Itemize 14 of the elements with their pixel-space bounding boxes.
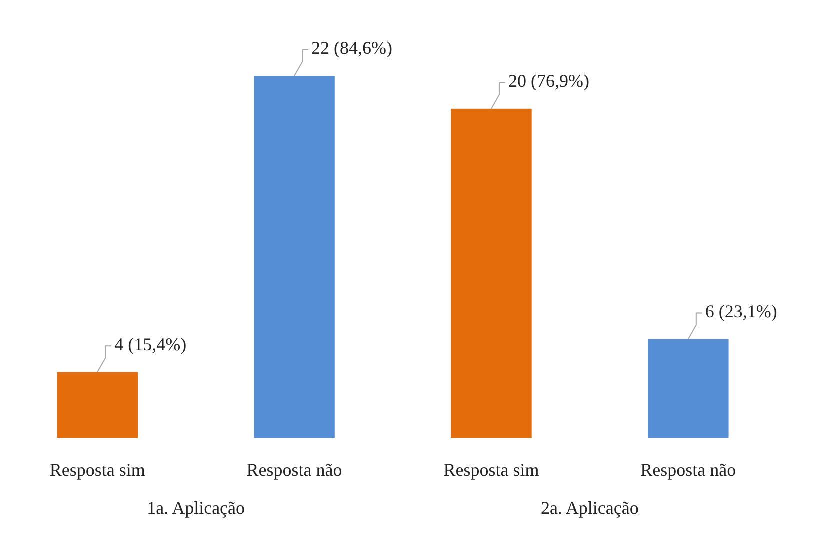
data-label: 4 (15,4%)	[114, 334, 187, 354]
x-tick-label: Resposta sim	[444, 460, 540, 480]
bar	[648, 339, 729, 438]
data-label: 22 (84,6%)	[312, 38, 393, 58]
text: 1a. Aplicação	[147, 498, 246, 518]
bar	[254, 76, 335, 438]
data-label: 6 (23,1%)	[705, 301, 778, 322]
data-label: 20 (76,9%)	[508, 71, 590, 92]
x-tick-label: Resposta não	[246, 460, 342, 480]
text: 2a. Aplicação	[540, 498, 639, 518]
x-tick-label: Resposta sim	[50, 460, 146, 480]
x-tick-label: Resposta não	[640, 460, 736, 480]
bar	[57, 372, 138, 438]
bar	[451, 108, 532, 438]
